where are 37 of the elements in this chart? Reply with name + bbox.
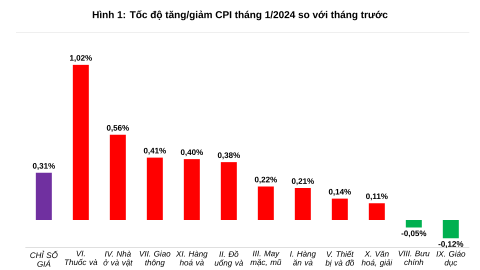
data-label: 0,11% <box>366 193 388 200</box>
x-tick-label: CHỈ SỐ GIÁ <box>30 250 58 267</box>
x-tick-label: VII. Giao thông <box>140 250 170 267</box>
bar <box>368 203 385 220</box>
data-label: -0,05% <box>401 230 426 238</box>
x-tick-label: VIII. Bưu chính <box>398 250 430 266</box>
bar <box>406 220 422 228</box>
bar <box>36 172 52 220</box>
bar <box>294 188 311 220</box>
data-label: 0,56% <box>106 125 129 132</box>
data-label: 0,21% <box>292 178 314 186</box>
x-tick-label: I. Hàng ăn và <box>290 250 316 266</box>
data-label: 0,38% <box>218 152 240 160</box>
x-tick-label: II. Đồ uống và <box>214 250 244 268</box>
bar <box>72 64 89 220</box>
data-label: 0,14% <box>328 188 351 196</box>
x-tick-label: X. Văn hoá, giải <box>362 250 392 268</box>
x-tick-label: III. May mặc, mũ <box>250 250 282 266</box>
data-label: 0,22% <box>254 176 277 184</box>
data-label: 0,31% <box>32 163 55 170</box>
chart-title: Hình 1: Tốc độ tăng/giảm CPI tháng 1/2024 so với tháng trước <box>92 10 388 20</box>
bar <box>184 159 200 220</box>
data-label: 0,41% <box>144 148 166 155</box>
bar <box>220 162 237 220</box>
bar <box>442 220 459 238</box>
x-tick-label: V. Thiết bị và đồ <box>325 250 354 267</box>
x-tick-label: VI. Thuốc và <box>64 250 98 266</box>
data-label: 0,40% <box>180 149 203 156</box>
bar <box>110 134 126 220</box>
x-tick-label: IX. Giáo dục <box>436 250 466 267</box>
bar <box>146 158 163 220</box>
data-label: 1,02% <box>70 55 92 62</box>
bar <box>258 186 274 220</box>
x-tick-label: XI. Hàng hoá và <box>176 250 208 266</box>
data-label: -0,12% <box>438 241 464 248</box>
bar <box>332 198 348 220</box>
x-tick-label: IV. Nhà ở và vật <box>103 250 133 267</box>
